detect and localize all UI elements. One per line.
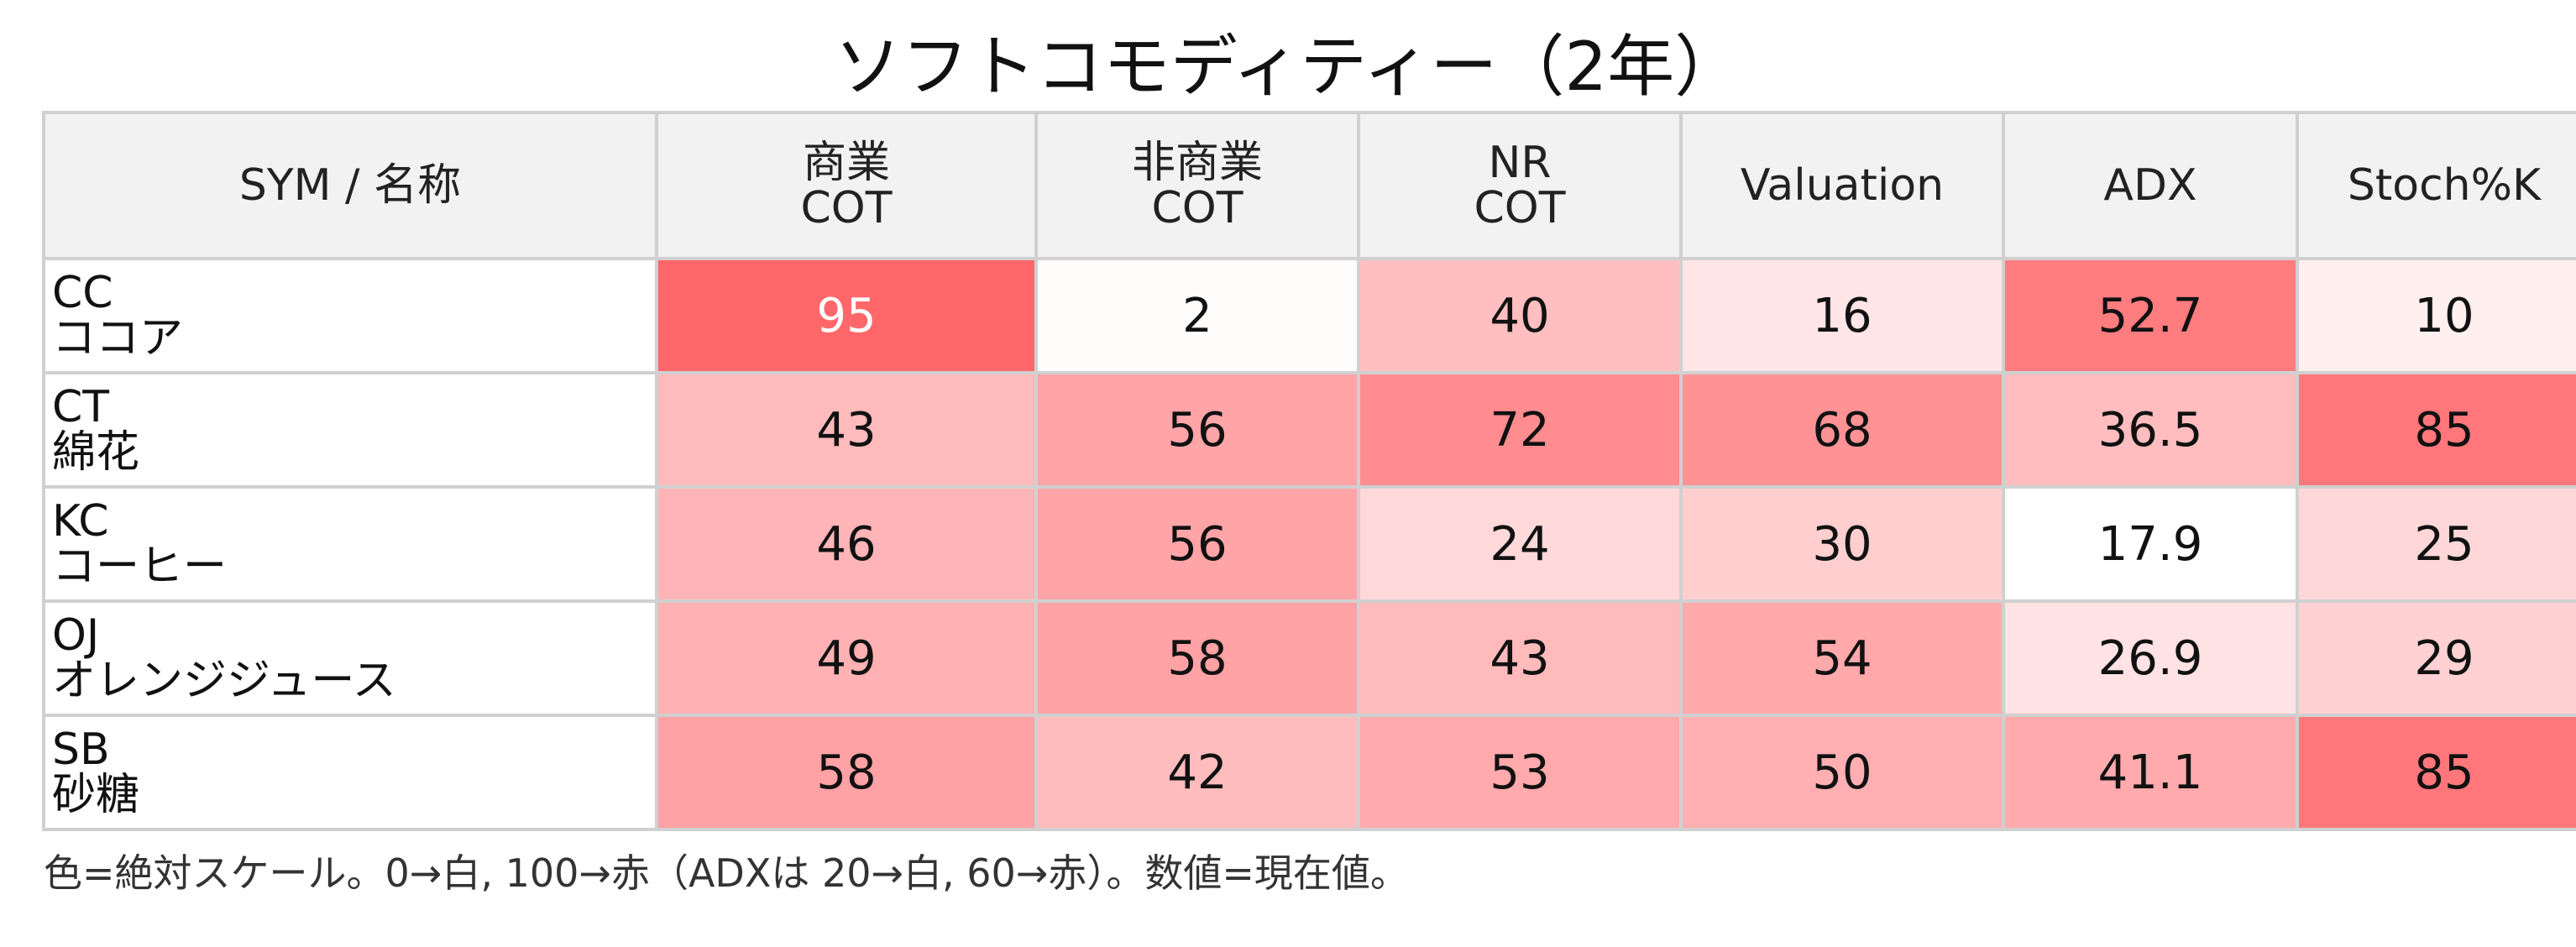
heat-cell-stoch-k: 25	[2296, 485, 2576, 603]
heat-cell-stoch-k: 29	[2296, 599, 2576, 717]
column-header-label: 商業	[802, 138, 890, 188]
heat-cell-adx: 26.9	[2002, 599, 2299, 717]
column-header-noncommercial-cot: 非商業 COT	[1034, 111, 1360, 260]
column-header-label: Stoch%K	[2347, 160, 2542, 211]
column-header-commercial-cot: 商業 COT	[655, 111, 1038, 260]
heat-cell-noncommercial-cot: 42	[1034, 714, 1360, 831]
heat-cell-nr-cot: 53	[1357, 714, 1683, 831]
heat-cell-commercial-cot: 95	[655, 257, 1038, 374]
row-name: 綿花	[52, 427, 140, 478]
row-header: CC ココア	[42, 257, 658, 374]
heat-cell-noncommercial-cot: 2	[1034, 257, 1360, 374]
column-header-valuation: Valuation	[1679, 111, 2005, 260]
row-header: CT 綿花	[42, 371, 658, 489]
column-header-label: 非商業	[1131, 138, 1263, 188]
heat-cell-adx: 17.9	[2002, 485, 2299, 603]
row-name: オレンジジュース	[52, 656, 396, 706]
heat-cell-valuation: 16	[1679, 257, 2005, 374]
heatmap-header: SYM / 名称 商業 COT 非商業 COT NR COT Valuation ADX Stoc…	[42, 111, 2576, 260]
heat-cell-stoch-k: 85	[2296, 371, 2576, 489]
heat-cell-noncommercial-cot: 56	[1034, 371, 1360, 489]
row-header: SB 砂糖	[42, 714, 658, 831]
heat-cell-valuation: 30	[1679, 485, 2005, 603]
column-header-sym-name: SYM / 名称	[42, 111, 658, 260]
table-row-cc: CC ココア 95 2 40 16 52.7 10	[42, 257, 2576, 374]
row-symbol: CC	[52, 268, 113, 318]
row-symbol: CT	[52, 382, 110, 432]
heat-cell-nr-cot: 24	[1357, 485, 1683, 603]
column-header-nr-cot: NR COT	[1357, 111, 1683, 260]
heat-cell-valuation: 54	[1679, 599, 2005, 717]
column-header-label: COT	[1474, 183, 1566, 233]
row-symbol: OJ	[52, 610, 100, 661]
column-header-adx: ADX	[2002, 111, 2299, 260]
row-header: KC コーヒー	[42, 485, 658, 603]
column-header-label: COT	[1151, 183, 1243, 233]
row-symbol: SB	[52, 725, 110, 775]
heat-cell-stoch-k: 10	[2296, 257, 2576, 374]
heat-cell-nr-cot: 43	[1357, 599, 1683, 717]
heat-cell-nr-cot: 40	[1357, 257, 1683, 374]
heat-cell-valuation: 68	[1679, 371, 2005, 489]
heat-cell-commercial-cot: 49	[655, 599, 1038, 717]
table-row-ct: CT 綿花 43 56 72 68 36.5 85	[42, 371, 2576, 489]
column-header-label: Valuation	[1740, 160, 1945, 211]
table-row-sb: SB 砂糖 58 42 53 50 41.1 85	[42, 714, 2576, 831]
row-name: 砂糖	[52, 770, 140, 820]
column-header-label: NR	[1488, 138, 1552, 188]
heat-cell-commercial-cot: 58	[655, 714, 1038, 831]
heatmap-table: SYM / 名称 商業 COT 非商業 COT NR COT Valuation ADX Stoc…	[42, 111, 2576, 831]
column-header-stoch-k: Stoch%K	[2296, 111, 2576, 260]
heat-cell-adx: 36.5	[2002, 371, 2299, 489]
column-header-label: ADX	[2103, 160, 2197, 211]
heat-cell-adx: 41.1	[2002, 714, 2299, 831]
heat-cell-commercial-cot: 43	[655, 371, 1038, 489]
heat-cell-noncommercial-cot: 58	[1034, 599, 1360, 717]
chart-title: ソフトコモディティー（2年）	[834, 28, 1742, 106]
table-row-oj: OJ オレンジジュース 49 58 43 54 26.9 29	[42, 599, 2576, 717]
table-row-kc: KC コーヒー 46 56 24 30 17.9 25	[42, 485, 2576, 603]
row-name: ココア	[52, 313, 184, 364]
footnote: 色=絶対スケール。0→白, 100→赤（ADXは 20→白, 60→赤）。数値=…	[44, 850, 1409, 896]
heatmap-body: CC ココア 95 2 40 16 52.7 10 CT 綿花 43 56 72 68 36.5 85 KC コー…	[42, 257, 2576, 831]
row-symbol: KC	[52, 496, 109, 547]
header-row: SYM / 名称 商業 COT 非商業 COT NR COT Valuation ADX Stoc…	[42, 111, 2576, 260]
row-header: OJ オレンジジュース	[42, 599, 658, 717]
heat-cell-adx: 52.7	[2002, 257, 2299, 374]
heat-cell-valuation: 50	[1679, 714, 2005, 831]
heat-cell-nr-cot: 72	[1357, 371, 1683, 489]
heat-cell-noncommercial-cot: 56	[1034, 485, 1360, 603]
heat-cell-stoch-k: 85	[2296, 714, 2576, 831]
column-header-label: COT	[800, 183, 893, 233]
column-header-label: SYM / 名称	[238, 160, 462, 211]
row-name: コーヒー	[52, 542, 228, 592]
heat-cell-commercial-cot: 46	[655, 485, 1038, 603]
